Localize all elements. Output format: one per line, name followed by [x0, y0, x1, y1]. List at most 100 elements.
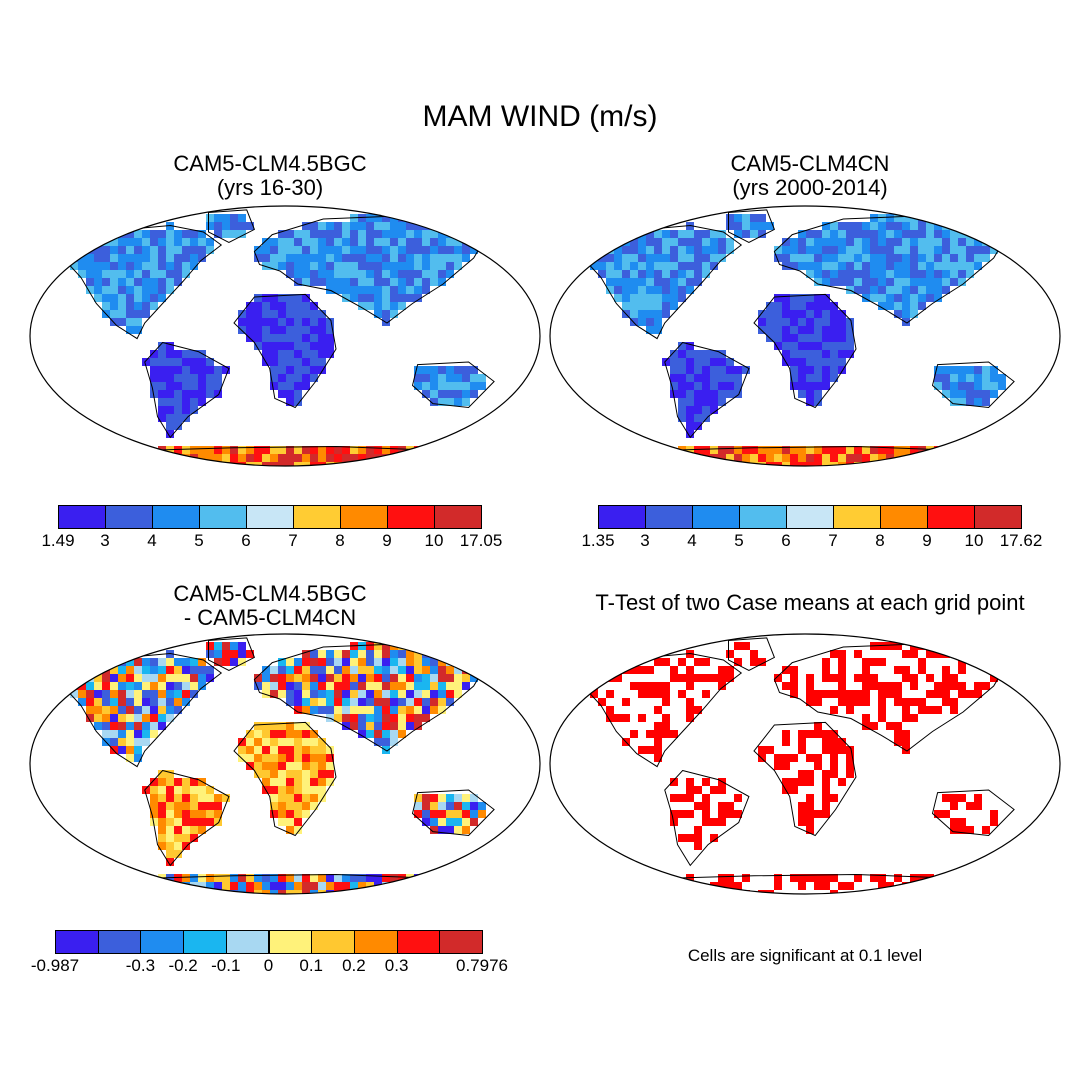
map-cell: [686, 422, 694, 430]
map-cell: [382, 874, 390, 882]
map-cell: [390, 230, 398, 238]
map-cell: [950, 890, 958, 894]
map-cell: [630, 738, 638, 746]
map-cell: [254, 462, 262, 466]
map-cell: [254, 334, 262, 342]
map-cell: [926, 674, 934, 682]
map-cell: [406, 658, 414, 666]
map-cell: [958, 650, 966, 658]
map-cell: [974, 674, 982, 682]
map-cell: [870, 246, 878, 254]
map-cell: [470, 802, 478, 810]
map-cell: [990, 674, 998, 682]
map-cell: [430, 270, 438, 278]
map-panel-4: [579, 637, 1015, 894]
map-cell: [86, 254, 94, 262]
map-cell: [158, 834, 166, 842]
map-cell: [318, 890, 326, 894]
map-cell: [862, 674, 870, 682]
colorbar-tick-label: 10: [964, 531, 984, 550]
map-cell: [734, 650, 742, 658]
map-cell: [126, 722, 134, 730]
map-cell: [270, 446, 278, 454]
map-cell: [358, 666, 366, 674]
map-cell: [718, 446, 726, 454]
map-cell: [678, 350, 686, 358]
map-cell: [462, 818, 470, 826]
map-cell: [422, 706, 430, 714]
map-cell: [878, 214, 886, 222]
map-cell: [414, 454, 422, 462]
map-cell: [382, 294, 390, 302]
map-cell: [822, 302, 830, 310]
map-cell: [126, 326, 134, 334]
map-cell: [918, 690, 926, 698]
map-cell: [382, 310, 390, 318]
map-cell: [958, 706, 966, 714]
map-cell: [270, 882, 278, 890]
map-cell: [790, 730, 798, 738]
map-cell: [454, 230, 462, 238]
map-cell: [462, 230, 470, 238]
map-cell: [382, 642, 390, 650]
map-cell: [142, 706, 150, 714]
map-cell: [438, 698, 446, 706]
map-cell: [862, 666, 870, 674]
map-cell: [878, 650, 886, 658]
map-cell: [918, 454, 926, 462]
map-cell: [798, 658, 806, 666]
map-cell: [902, 650, 910, 658]
map-cell: [158, 350, 166, 358]
map-cell: [278, 294, 286, 302]
map-cell: [422, 278, 430, 286]
map-cell: [118, 674, 126, 682]
map-cell: [134, 278, 142, 286]
map-cell: [886, 890, 894, 894]
map-cell: [798, 342, 806, 350]
map-cell: [830, 366, 838, 374]
map-cell: [198, 462, 206, 466]
map-cell: [982, 650, 990, 658]
map-cell: [166, 286, 174, 294]
map-cell: [222, 794, 230, 802]
map-cell: [838, 762, 846, 770]
map-cell: [782, 666, 790, 674]
map-cell: [430, 390, 438, 398]
map-cell: [718, 818, 726, 826]
map-cell: [918, 882, 926, 890]
map-cell: [326, 350, 334, 358]
map-cell: [798, 882, 806, 890]
map-cell: [270, 794, 278, 802]
map-cell: [366, 254, 374, 262]
map-cell: [662, 310, 670, 318]
map-cell: [910, 730, 918, 738]
colorbar-swatch: [246, 505, 294, 529]
map-cell: [422, 230, 430, 238]
map-cell: [174, 230, 182, 238]
map-cell: [174, 818, 182, 826]
map-cell: [894, 294, 902, 302]
map-cell: [670, 246, 678, 254]
map-cell: [838, 238, 846, 246]
map-cell: [430, 890, 438, 894]
map-cell: [358, 462, 366, 466]
map-cell: [110, 302, 118, 310]
map-cell: [270, 674, 278, 682]
map-cell: [142, 358, 150, 366]
coastline-africa: [233, 293, 337, 409]
map-cell: [94, 706, 102, 714]
map-cell: [958, 794, 966, 802]
map-cell: [398, 650, 406, 658]
map-cell: [302, 810, 310, 818]
map-cell: [614, 674, 622, 682]
map-cell: [214, 374, 222, 382]
map-cell: [430, 810, 438, 818]
map-cell: [678, 382, 686, 390]
map-cell: [182, 810, 190, 818]
map-cell: [374, 874, 382, 882]
map-cell: [142, 302, 150, 310]
map-cell: [134, 706, 142, 714]
map-cell: [102, 658, 110, 666]
map-cell: [662, 690, 670, 698]
map-cell: [310, 674, 318, 682]
